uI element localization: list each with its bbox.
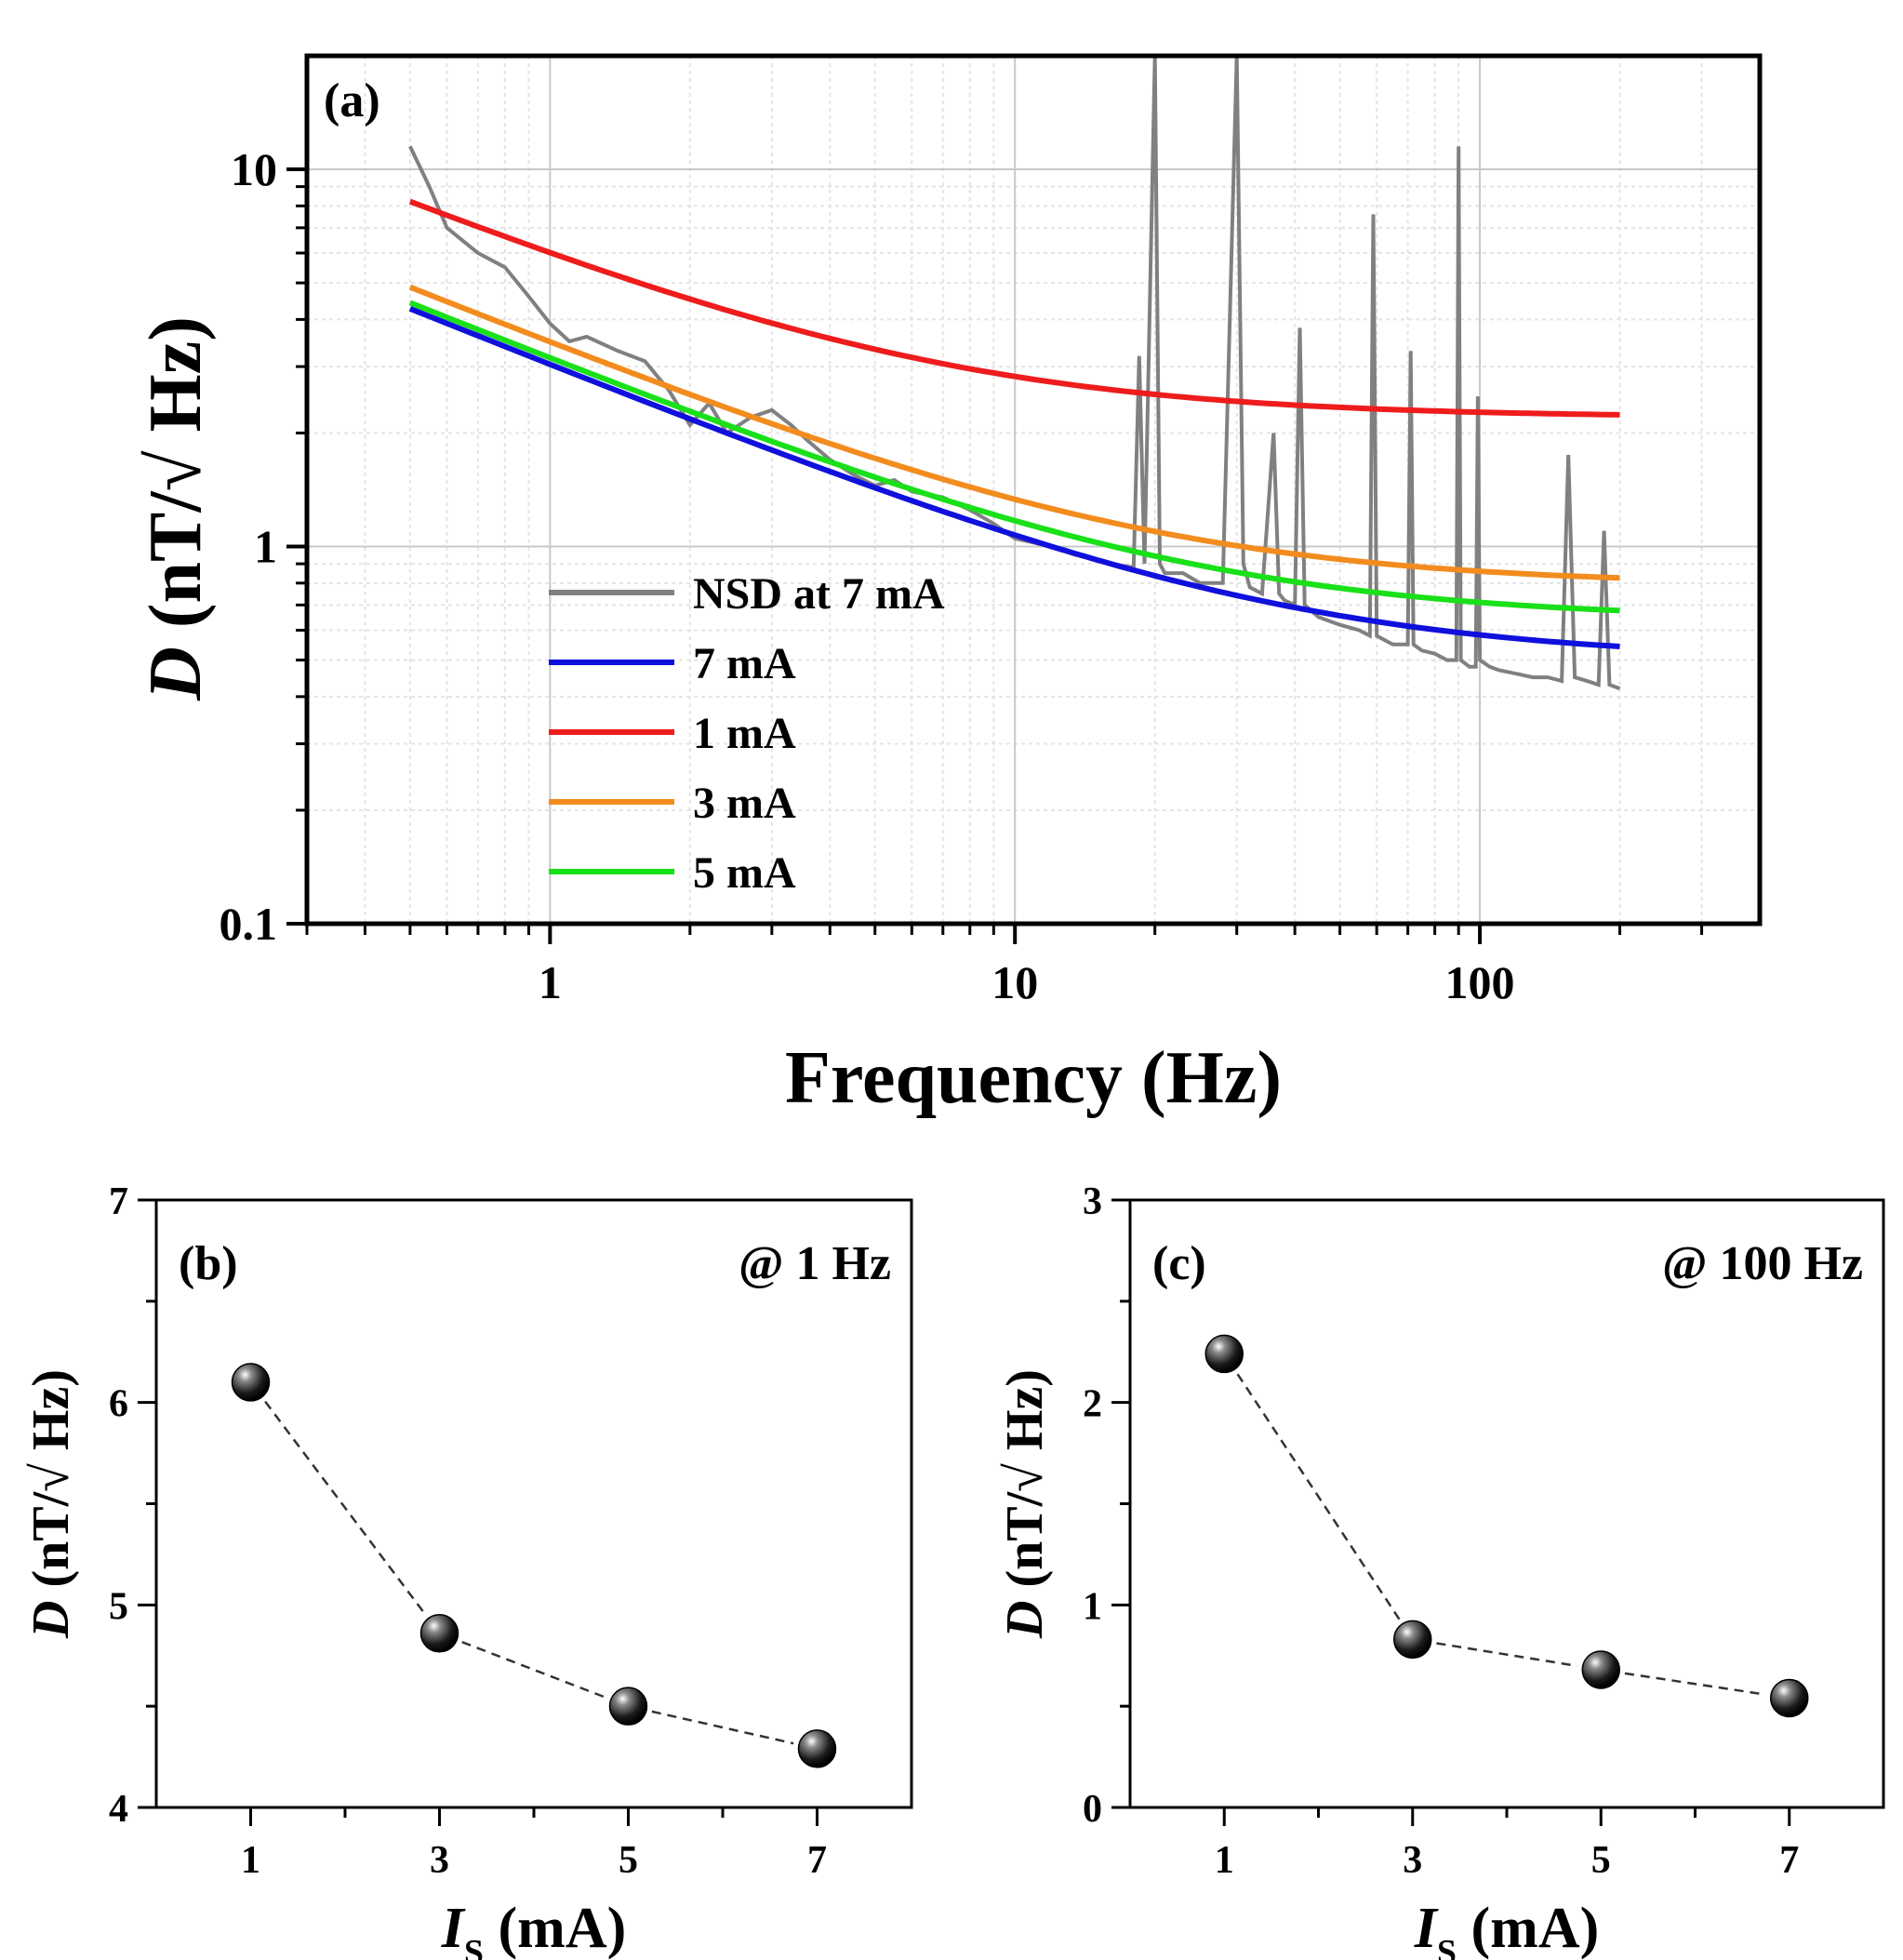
connector-dashed-line bbox=[264, 1400, 426, 1615]
x-tick-label: 7 bbox=[1779, 1839, 1799, 1882]
connector-dashed-line bbox=[461, 1641, 606, 1699]
y-tick-label: 7 bbox=[109, 1180, 128, 1223]
x-tick-label: 5 bbox=[619, 1839, 638, 1882]
data-point bbox=[1204, 1334, 1244, 1374]
series-3-ma-line bbox=[408, 284, 1620, 581]
series-1-ma-line bbox=[408, 198, 1620, 418]
y-tick-label: 2 bbox=[1083, 1383, 1102, 1426]
y-tick-label: 5 bbox=[109, 1585, 128, 1628]
plot-frame-a bbox=[304, 53, 1763, 927]
frequency-annotation: @ 1 Hz bbox=[739, 1237, 891, 1290]
data-point bbox=[231, 1363, 271, 1402]
x-tick-label: 7 bbox=[807, 1839, 827, 1882]
x-axis-label: Frequency (Hz) bbox=[785, 1037, 1282, 1119]
y-axis-label: D (nT/√ Hz) bbox=[22, 1369, 80, 1639]
x-tick-label: 3 bbox=[1403, 1839, 1422, 1882]
x-tick-label: 1 bbox=[1215, 1839, 1234, 1882]
x-tick-label: 100 bbox=[1445, 956, 1515, 1008]
series-7-ma-line bbox=[408, 306, 1620, 649]
y-tick-label: 4 bbox=[109, 1788, 128, 1831]
y-axis-label: D (nT/√ Hz) bbox=[135, 316, 217, 701]
connector-dashed-line bbox=[1436, 1642, 1577, 1668]
panel-label: (c) bbox=[1152, 1237, 1206, 1290]
connector-dashed-line bbox=[651, 1710, 794, 1745]
legend-label: NSD at 7 mA bbox=[693, 569, 945, 619]
y-tick-label: 0.1 bbox=[220, 898, 278, 950]
panel-a-chart: 1 10 100 0.1 1 10 Frequency (Hz) D (nT/√ Hz) (a)… bbox=[135, 53, 1763, 1119]
y-tick-label: 10 bbox=[231, 143, 277, 195]
data-point bbox=[1393, 1620, 1432, 1660]
panel-c-chart: 1 3 5 7 0 1 2 3 (c) @ 100 Hz IS (mA) D (nT/√ Hz) bbox=[996, 1180, 1885, 1960]
legend-label: 3 mA bbox=[693, 779, 796, 828]
frequency-annotation: @ 100 Hz bbox=[1662, 1237, 1863, 1290]
x-tick-label: 1 bbox=[241, 1839, 260, 1882]
series-5-ma-line bbox=[408, 300, 1620, 614]
y-tick-label: 0 bbox=[1083, 1788, 1102, 1831]
data-point bbox=[1581, 1650, 1620, 1689]
x-tick-label: 3 bbox=[430, 1839, 449, 1882]
panel-b-chart: 1 3 5 7 4 5 6 7 (b) @ 1 Hz IS (mA) D (nT/√ Hz) bbox=[22, 1180, 913, 1960]
x-tick-label: 1 bbox=[539, 956, 562, 1008]
x-tick-label: 5 bbox=[1591, 1839, 1611, 1882]
y-tick-label: 1 bbox=[254, 521, 277, 573]
x-axis-label: IS (mA) bbox=[1414, 1897, 1600, 1960]
y-tick-label: 6 bbox=[109, 1383, 128, 1426]
data-point bbox=[608, 1687, 648, 1726]
connector-dashed-line bbox=[1236, 1373, 1401, 1620]
plot-frame bbox=[154, 1198, 913, 1809]
data-point bbox=[1770, 1678, 1809, 1718]
legend-label: 7 mA bbox=[693, 639, 796, 688]
y-tick-label: 1 bbox=[1083, 1585, 1102, 1628]
y-tick-label: 3 bbox=[1083, 1180, 1102, 1223]
y-axis-label: D (nT/√ Hz) bbox=[996, 1369, 1054, 1639]
panel-label-a: (a) bbox=[324, 74, 380, 127]
panel-label: (b) bbox=[179, 1237, 238, 1290]
legend-label: 5 mA bbox=[693, 848, 796, 898]
x-axis-label: IS (mA) bbox=[441, 1897, 627, 1960]
legend-label: 1 mA bbox=[693, 709, 796, 758]
plot-frame bbox=[1128, 1198, 1885, 1809]
data-point bbox=[797, 1729, 837, 1768]
data-point bbox=[419, 1614, 459, 1653]
x-tick-label: 10 bbox=[991, 956, 1038, 1008]
connector-dashed-line bbox=[1624, 1672, 1766, 1696]
